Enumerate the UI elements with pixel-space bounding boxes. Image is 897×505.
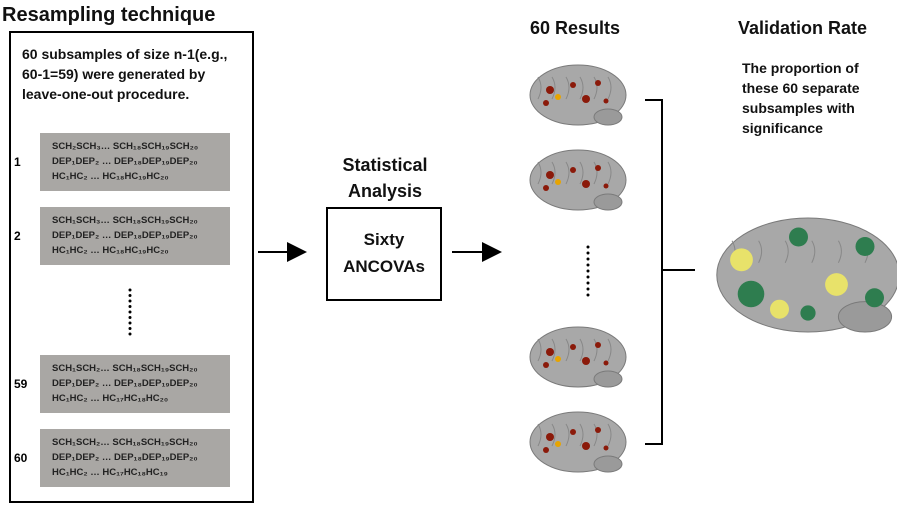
cerebellum (594, 194, 622, 210)
dot (129, 289, 132, 292)
activation (789, 228, 808, 247)
activation (570, 344, 576, 350)
cerebellum (838, 302, 891, 332)
bracket (645, 100, 695, 444)
activation (546, 433, 554, 441)
activation (555, 94, 561, 100)
dot (587, 246, 590, 249)
activation (555, 356, 561, 362)
activation (543, 362, 549, 368)
activation (582, 180, 590, 188)
activation (825, 273, 848, 296)
activation (856, 237, 875, 256)
dot (587, 276, 590, 279)
activation (604, 184, 609, 189)
dot (129, 333, 132, 336)
validation-description: The proportion of these 60 separate subs… (742, 58, 890, 138)
activation (604, 446, 609, 451)
subsample-line: HC₁HC₂ … HC₁₇HC₁₈HC₂₀ (52, 391, 230, 406)
activation (604, 361, 609, 366)
subsample-box: SCH₁SCH₂… SCH₁₈SCH₁₉SCH₂₀DEP₁DEP₂ … DEP₁… (40, 429, 230, 487)
dot (587, 264, 590, 267)
subsample-line: SCH₂SCH₃… SCH₁₈SCH₁₉SCH₂₀ (52, 139, 230, 154)
results-title: 60 Results (530, 18, 620, 39)
subsample-line: DEP₁DEP₂ … DEP₁₈DEP₁₉DEP₂₀ (52, 228, 230, 243)
subsample-line: HC₁HC₂ … HC₁₈HC₁₉HC₂₀ (52, 243, 230, 258)
dot (587, 270, 590, 273)
cerebellum (594, 371, 622, 387)
left-title: Resampling technique (2, 4, 215, 27)
activation (770, 300, 789, 319)
activation (543, 447, 549, 453)
activation (582, 95, 590, 103)
dot (129, 311, 132, 314)
subsample-line: SCH₁SCH₂… SCH₁₈SCH₁₉SCH₂₀ (52, 435, 230, 450)
subsample-label: 60 (14, 451, 38, 465)
activation (543, 100, 549, 106)
dot (129, 294, 132, 297)
subsample-label: 1 (14, 155, 38, 169)
activation (865, 288, 884, 307)
subsample-line: HC₁HC₂ … HC₁₈HC₁₉HC₂₀ (52, 169, 230, 184)
activation (555, 179, 561, 185)
cerebellum (594, 109, 622, 125)
brain (530, 327, 626, 387)
dot (587, 294, 590, 297)
analysis-title: Statistical Analysis (330, 152, 440, 204)
validation-title: Validation Rate (738, 18, 867, 39)
dot (587, 258, 590, 261)
dot (129, 327, 132, 330)
activation (570, 429, 576, 435)
brain (717, 218, 897, 332)
brain (530, 412, 626, 472)
dot (129, 316, 132, 319)
activation (800, 305, 815, 320)
subsample-line: SCH₁SCH₃… SCH₁₈SCH₁₉SCH₂₀ (52, 213, 230, 228)
activation (595, 342, 601, 348)
left-description: 60 subsamples of size n-1(e.g., 60-1=59)… (22, 44, 234, 104)
diagram: Resampling technique 60 subsamples of si… (0, 0, 897, 505)
subsample-label: 2 (14, 229, 38, 243)
activation (570, 82, 576, 88)
activation (543, 185, 549, 191)
activation (730, 248, 753, 271)
activation (595, 80, 601, 86)
subsample-line: DEP₁DEP₂ … DEP₁₈DEP₁₉DEP₂₀ (52, 450, 230, 465)
dot (129, 305, 132, 308)
activation (582, 442, 590, 450)
activation (546, 348, 554, 356)
dot (587, 252, 590, 255)
activation (582, 357, 590, 365)
activation (738, 281, 765, 308)
activation (546, 171, 554, 179)
dot (129, 300, 132, 303)
brain (530, 150, 626, 210)
subsample-line: DEP₁DEP₂ … DEP₁₈DEP₁₉DEP₂₀ (52, 154, 230, 169)
activation (570, 167, 576, 173)
dot (587, 288, 590, 291)
activation (555, 441, 561, 447)
subsample-line: DEP₁DEP₂ … DEP₁₈DEP₁₉DEP₂₀ (52, 376, 230, 391)
dot (587, 282, 590, 285)
activation (546, 86, 554, 94)
activation (604, 99, 609, 104)
cerebellum (594, 456, 622, 472)
subsample-line: SCH₁SCH₂… SCH₁₈SCH₁₉SCH₂₀ (52, 361, 230, 376)
analysis-box-text: Sixty ANCOVAs (329, 226, 439, 280)
activation (595, 165, 601, 171)
activation (595, 427, 601, 433)
subsample-line: HC₁HC₂ … HC₁₇HC₁₈HC₁₉ (52, 465, 230, 480)
brain (530, 65, 626, 125)
subsample-label: 59 (14, 377, 38, 391)
dot (129, 322, 132, 325)
